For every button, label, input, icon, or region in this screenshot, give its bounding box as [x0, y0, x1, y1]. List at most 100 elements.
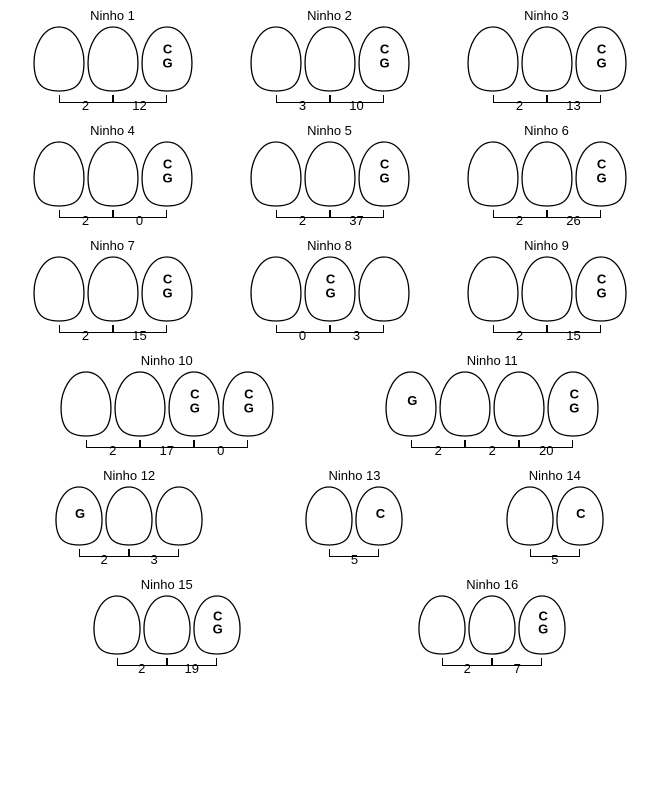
interval-brackets: 3 10: [250, 95, 410, 115]
interval-brackets: 20: [33, 210, 193, 230]
egg: [493, 370, 545, 438]
interval-value: 20: [539, 443, 553, 458]
interval-brackets: 237: [250, 210, 410, 230]
interval-value: 10: [349, 98, 363, 113]
interval-brackets: 03: [250, 325, 410, 345]
egg: [87, 140, 139, 208]
interval-value: 5: [351, 552, 358, 567]
nest: Ninho 12 G 23: [55, 468, 203, 569]
nest: Ninho 2 C G 3 10: [250, 8, 410, 115]
egg: C: [556, 485, 604, 547]
egg-label: C G: [379, 43, 389, 70]
interval-value: 15: [566, 328, 580, 343]
interval-brackets: 5: [305, 549, 403, 569]
egg-row: C G C G: [60, 370, 274, 438]
egg: [467, 255, 519, 323]
egg: [33, 255, 85, 323]
interval-value: 3: [151, 552, 158, 567]
interval-value: 2: [516, 213, 523, 228]
nest-row: Ninho 4 C G20Ninho 5 C G237Ninho 6 C G22…: [4, 123, 655, 230]
egg: [304, 140, 356, 208]
interval-brackets: 5: [506, 549, 604, 569]
nest-row: Ninho 7 C G215Ninho 8 C G 03Ninho 9 C G2…: [4, 238, 655, 345]
egg-label: G: [75, 507, 85, 521]
egg-row: C G: [33, 255, 193, 323]
interval-value: 2: [516, 98, 523, 113]
egg-row: C G: [93, 594, 241, 656]
egg-label: C G: [596, 158, 606, 185]
egg-row: C G: [250, 140, 410, 208]
nest-title: Ninho 9: [524, 238, 569, 253]
egg: C G: [358, 140, 410, 208]
interval-value: 2: [464, 661, 471, 676]
interval-value: 0: [136, 213, 143, 228]
egg: [358, 255, 410, 323]
interval-brackets: 215: [467, 325, 627, 345]
interval-value: 2: [82, 98, 89, 113]
interval-value: 2: [109, 443, 116, 458]
nest: Ninho 15 C G 2 19: [93, 577, 241, 678]
interval-value: 2: [138, 661, 145, 676]
nest-row: Ninho 12 G 23Ninho 13 C5Ninho 14 C5: [4, 468, 655, 569]
egg-label: C G: [596, 273, 606, 300]
egg-label: C: [376, 507, 385, 521]
interval-brackets: 212: [33, 95, 193, 115]
nest: Ninho 3 C G213: [467, 8, 627, 115]
egg: [305, 485, 353, 547]
egg: [439, 370, 491, 438]
interval-value: 2: [435, 443, 442, 458]
interval-value: 19: [185, 661, 199, 676]
egg: C G: [193, 594, 241, 656]
egg: C G: [358, 25, 410, 93]
nest: Ninho 8 C G 03: [250, 238, 410, 345]
interval-brackets: 215: [33, 325, 193, 345]
nest-title: Ninho 8: [307, 238, 352, 253]
egg: C G: [141, 255, 193, 323]
egg-row: C: [305, 485, 403, 547]
nest: Ninho 14 C5: [506, 468, 604, 569]
egg: [521, 140, 573, 208]
egg: C G: [518, 594, 566, 656]
egg: C G: [547, 370, 599, 438]
egg-label: C: [576, 507, 585, 521]
egg-label: C G: [162, 273, 172, 300]
egg-label: C G: [162, 158, 172, 185]
interval-value: 3: [299, 98, 306, 113]
egg: [114, 370, 166, 438]
egg: C G: [575, 140, 627, 208]
nest-title: Ninho 13: [328, 468, 380, 483]
interval-value: 3: [353, 328, 360, 343]
interval-value: 0: [299, 328, 306, 343]
nest: Ninho 7 C G215: [33, 238, 193, 345]
egg-label: C G: [190, 388, 200, 415]
nest-row: Ninho 1 C G212Ninho 2 C G310Ninho 3 C G2…: [4, 8, 655, 115]
egg: [521, 255, 573, 323]
egg: [304, 25, 356, 93]
egg: [467, 25, 519, 93]
egg: C G: [141, 25, 193, 93]
egg: [418, 594, 466, 656]
nest-row: Ninho 10 C G C G2170Ninho 11 G C G2220: [4, 353, 655, 460]
nest-title: Ninho 5: [307, 123, 352, 138]
egg-label: C G: [569, 388, 579, 415]
nest: Ninho 10 C G C G2170: [60, 353, 274, 460]
nest-title: Ninho 4: [90, 123, 135, 138]
interval-brackets: 23: [55, 549, 203, 569]
egg-row: C G: [33, 140, 193, 208]
nest: Ninho 5 C G237: [250, 123, 410, 230]
egg-label: C G: [325, 273, 335, 300]
egg: C G: [168, 370, 220, 438]
nest: Ninho 13 C 5: [305, 468, 403, 569]
egg-row: C G: [418, 594, 566, 656]
nest-title: Ninho 2: [307, 8, 352, 23]
interval-value: 13: [566, 98, 580, 113]
egg: [33, 25, 85, 93]
interval-value: 5: [551, 552, 558, 567]
egg-row: C G: [250, 255, 410, 323]
nest: Ninho 1 C G212: [33, 8, 193, 115]
egg-label: C G: [162, 43, 172, 70]
nest-title: Ninho 15: [141, 577, 193, 592]
nest-title: Ninho 16: [466, 577, 518, 592]
interval-value: 37: [349, 213, 363, 228]
interval-value: 0: [217, 443, 224, 458]
